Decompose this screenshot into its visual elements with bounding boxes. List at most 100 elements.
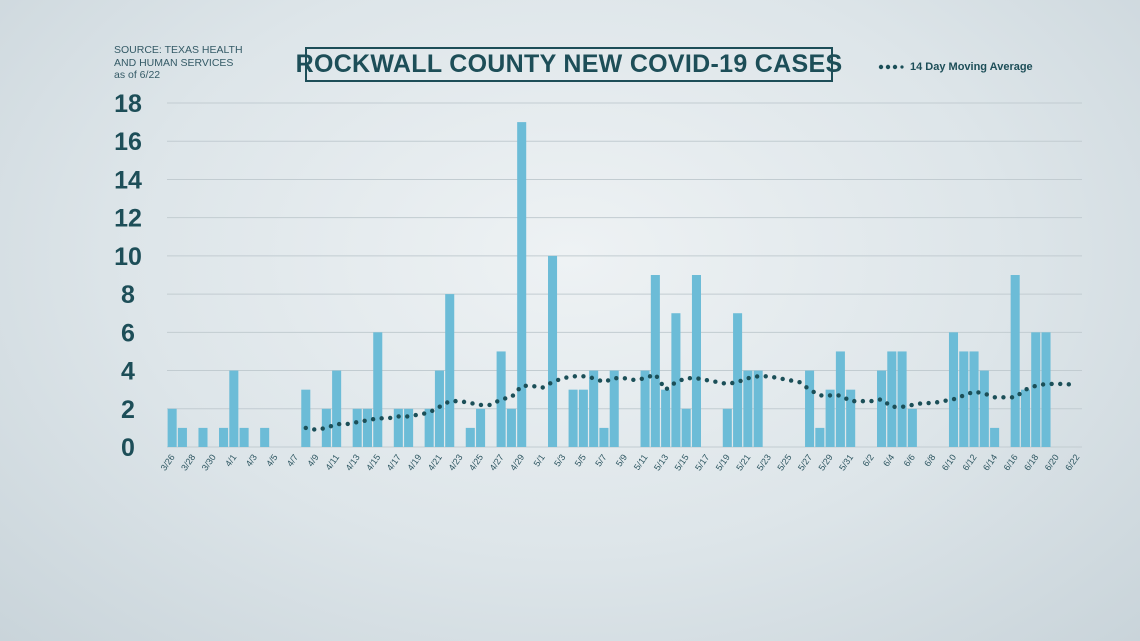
bar-6-12 [969,351,979,447]
bar-5-21 [743,370,753,447]
moving-average-dot [478,402,484,408]
moving-average-dot [1024,387,1029,392]
moving-average-dot [860,398,866,404]
bar-6-14 [990,427,1000,447]
x-tick-label: 5/21 [734,452,752,472]
moving-average-dot [461,399,467,405]
moving-average-dot [312,427,317,432]
bar-5-8 [609,370,619,447]
legend-dotted-line-icon [878,64,904,70]
moving-average-dot [671,381,677,386]
x-tick-label: 6/16 [1002,452,1020,472]
bar-4-2 [239,427,249,447]
x-tick-label: 6/8 [922,452,937,468]
x-tick-label: 5/29 [817,452,835,472]
moving-average-dot [943,398,948,403]
x-tick-label: 4/25 [467,452,485,472]
x-tick-label: 6/12 [960,452,978,472]
y-tick-label: 6 [121,319,135,347]
x-tick-label: 4/15 [364,452,382,472]
moving-average-dot [811,389,816,395]
moving-average-dot [379,416,384,421]
moving-average-dot [437,404,442,409]
moving-average-dot [421,411,427,416]
moving-average-dot [917,401,923,406]
moving-average-dot [713,379,718,384]
moving-average-dot [503,396,508,401]
moving-average-dot [659,381,664,387]
x-tick-label: 5/19 [714,452,732,472]
bar-6-10 [948,332,959,447]
x-axis-ticks: 3/26 3/28 3/30 4/1 4/3 4/5 4/7 4/9 4/11 4/13 4/15 4… [159,452,1082,472]
moving-average-dot [959,393,965,399]
moving-average-dot [951,396,957,402]
bar-4-27 [496,351,506,447]
bar-4-14 [362,408,373,447]
y-tick-label: 14 [114,166,142,194]
moving-average-dot [730,380,735,386]
moving-average-dot [540,385,545,390]
x-tick-label: 3/30 [200,452,218,472]
bar-3-31 [219,427,229,447]
bar-5-6 [589,370,599,447]
bar-3-27 [177,427,187,447]
moving-average-dot [495,399,500,404]
x-tick-label: 4/11 [323,452,341,472]
bar-5-2 [548,255,558,447]
x-tick-label: 4/27 [488,452,506,472]
moving-average-dot [328,423,334,429]
moving-average-dot [1009,395,1015,400]
bar-3-26 [167,408,177,447]
moving-average-dot [754,374,760,379]
moving-average-dot [336,421,342,427]
x-tick-label: 5/13 [652,452,670,472]
moving-average-dot [836,393,841,398]
legend: 14 Day Moving Average [878,60,1033,74]
moving-average-dot [532,384,537,389]
x-tick-label: 6/6 [902,452,917,468]
bar-5-13 [661,389,671,447]
y-axis-ticks: 0 2 4 6 8 10 12 14 16 18 [114,90,142,462]
moving-average-dot [984,392,989,397]
moving-average-dot [387,415,393,421]
moving-average-dot [631,377,636,383]
bar-4-11 [332,370,342,447]
bar-4-4 [260,427,270,447]
moving-average-dot [827,393,833,398]
moving-average-dot [772,375,777,380]
bar-6-3 [876,370,887,447]
bar-5-16 [691,275,701,447]
moving-average-dot [746,375,751,381]
bar-6-18 [1031,332,1041,447]
bar-4-10 [321,408,331,447]
moving-average-dot [581,374,586,379]
y-tick-label: 4 [121,358,135,386]
y-tick-label: 16 [114,128,142,156]
moving-average-dot [445,400,450,405]
moving-average-dot [992,395,998,400]
moving-average-dot [1032,384,1037,389]
x-tick-label: 4/9 [305,452,320,468]
bar-5-12 [650,275,660,447]
moving-average-dot [852,398,857,404]
moving-average-dot [884,401,890,406]
x-tick-label: 4/7 [285,452,300,468]
bar-4-17 [393,408,403,447]
x-tick-label: 6/2 [861,452,876,468]
x-tick-label: 5/5 [573,452,588,468]
bar-4-22 [445,294,455,447]
x-tick-label: 5/23 [755,452,773,472]
bar-4-24 [465,427,475,447]
moving-average-dot [1017,391,1022,397]
x-tick-label: 4/17 [385,452,403,472]
moving-average-dot [967,390,973,396]
bar-6-6 [907,408,917,447]
x-tick-label: 5/17 [693,452,711,472]
x-tick-label: 3/28 [179,452,197,472]
x-tick-label: 5/15 [673,452,691,472]
x-tick-label: 6/14 [981,452,999,472]
x-tick-label: 5/11 [632,452,650,472]
moving-average-dot [679,377,684,383]
x-tick-label: 6/4 [881,452,896,468]
